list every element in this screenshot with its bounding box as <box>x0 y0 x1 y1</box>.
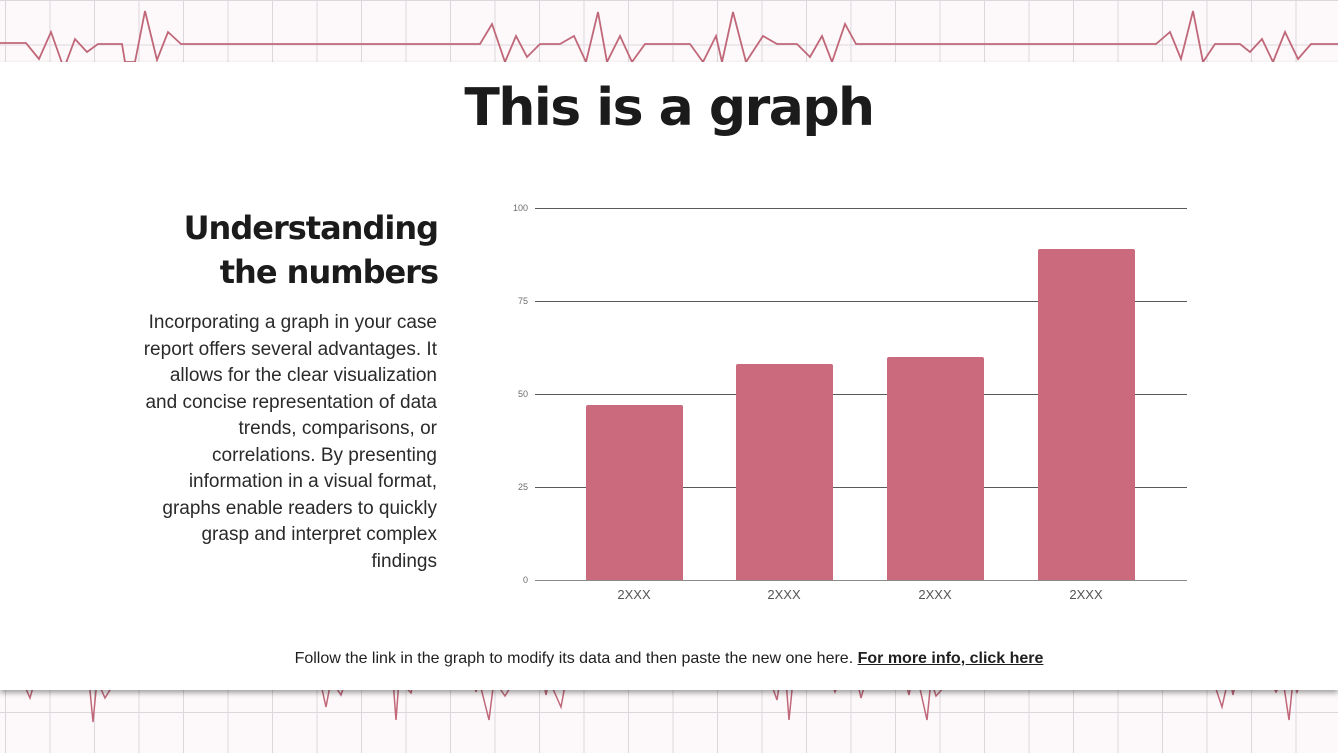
more-info-link[interactable]: For more info, click here <box>857 650 1044 667</box>
gridline-0 <box>535 580 1187 581</box>
y-tick-100: 100 <box>512 203 528 213</box>
bar-chart[interactable]: 100 75 50 25 0 2XXX 2XXX 2XXX 2XXX <box>500 195 1200 615</box>
y-tick-25: 25 <box>517 482 528 492</box>
gridline-25 <box>535 487 1187 488</box>
bar-2[interactable] <box>736 364 833 580</box>
x-label-2: 2XXX <box>767 587 801 602</box>
description-paragraph: Incorporating a graph in your case repor… <box>143 312 437 572</box>
gridline-100 <box>535 208 1187 209</box>
gridline-50 <box>535 394 1187 395</box>
slide-title: This is a graph <box>464 78 875 138</box>
y-tick-0: 0 <box>522 575 528 585</box>
y-tick-75: 75 <box>517 296 528 306</box>
ecg-line-bottom <box>21 680 1303 723</box>
gridline-75 <box>535 301 1187 302</box>
footer-note: Follow the link in the graph to modify i… <box>0 650 1338 668</box>
x-label-3: 2XXX <box>918 587 952 602</box>
bar-1[interactable] <box>586 405 683 580</box>
section-heading: Understanding the numbers <box>183 209 439 291</box>
ecg-line-top <box>0 10 1338 65</box>
y-tick-50: 50 <box>517 389 528 399</box>
bar-4[interactable] <box>1038 248 1135 580</box>
x-label-1: 2XXX <box>617 587 651 602</box>
footer-text: Follow the link in the graph to modify i… <box>294 650 854 667</box>
x-label-4: 2XXX <box>1069 587 1103 602</box>
bar-3[interactable] <box>887 356 984 580</box>
